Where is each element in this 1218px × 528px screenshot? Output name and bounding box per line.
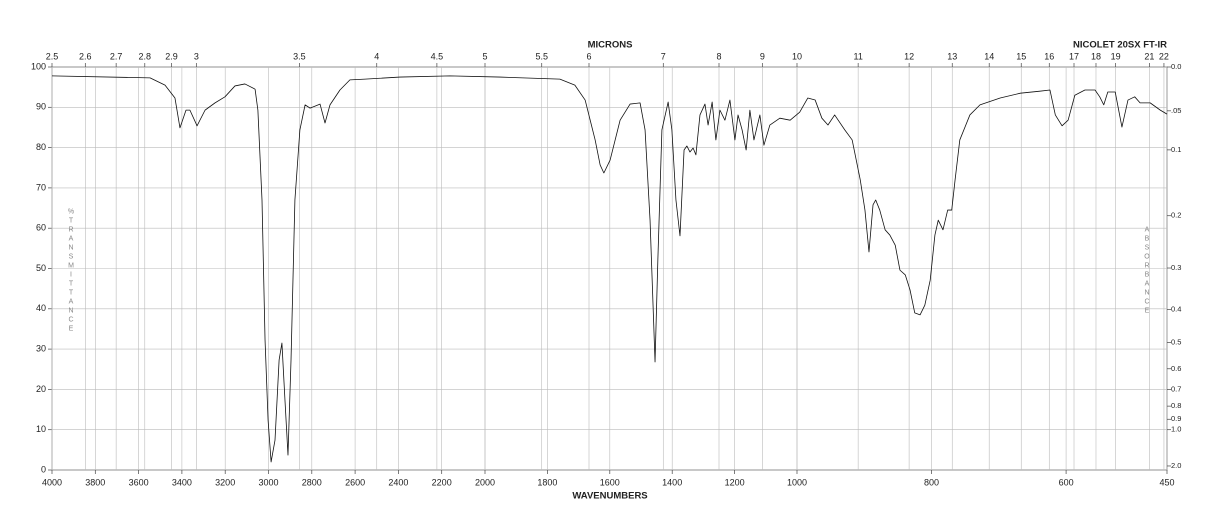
x-tick-label: 2600 — [345, 477, 365, 487]
y-tick-label: 70 — [36, 182, 46, 192]
x2-tick-label: 5 — [482, 51, 487, 61]
y2-tick-label: 0.9 — [1171, 414, 1181, 423]
x2-tick-label: 19 — [1111, 51, 1121, 61]
x2-tick-label: 10 — [792, 51, 802, 61]
x-tick-label: 800 — [924, 477, 939, 487]
x2-tick-label: 2.9 — [165, 51, 178, 61]
y-tick-label: 90 — [36, 102, 46, 112]
x2-tick-label: 3 — [194, 51, 199, 61]
x-tick-label: 3200 — [215, 477, 235, 487]
x2-tick-label: 4 — [374, 51, 379, 61]
y-tick-label: 60 — [36, 223, 46, 233]
x2-tick-label: 18 — [1091, 51, 1101, 61]
x2-tick-label: 2.8 — [139, 51, 152, 61]
y2-tick-label: 2.0 — [1171, 461, 1181, 470]
x-tick-label: 2400 — [388, 477, 408, 487]
x2-tick-label: 16 — [1044, 51, 1054, 61]
x2-tick-label: 3.5 — [293, 51, 306, 61]
x-tick-label: 1600 — [600, 477, 620, 487]
x-tick-label: 2200 — [432, 477, 452, 487]
x-tick-label: 3600 — [129, 477, 149, 487]
y-tick-label: 50 — [36, 263, 46, 273]
x-tick-label: 1000 — [787, 477, 807, 487]
x2-axis-title: MICRONS — [588, 40, 633, 51]
x-tick-label: 1200 — [725, 477, 745, 487]
x-tick-label: 1400 — [662, 477, 682, 487]
y2-tick-label: 0.1 — [1171, 145, 1181, 154]
x2-tick-label: 2.6 — [79, 51, 92, 61]
x2-tick-label: 2.7 — [110, 51, 123, 61]
y-tick-label: 80 — [36, 142, 46, 152]
y2-tick-label: .05 — [1171, 106, 1181, 115]
x2-tick-label: 6 — [586, 51, 591, 61]
x-axis-title: WAVENUMBERS — [572, 491, 647, 502]
y2-tick-label: 0.0 — [1171, 62, 1181, 71]
y2-tick-label: 0.3 — [1171, 263, 1181, 272]
x-tick-label: 1800 — [537, 477, 557, 487]
x-tick-label: 3000 — [258, 477, 278, 487]
y2-tick-label: 0.8 — [1171, 401, 1181, 410]
spectrum-line — [51, 75, 1168, 463]
y-tick-label: 20 — [36, 384, 46, 394]
y2-tick-label: 0.6 — [1171, 364, 1181, 373]
y-tick-label: 100 — [31, 61, 46, 71]
y-tick-label: 0 — [41, 464, 46, 474]
x2-tick-label: 17 — [1069, 51, 1079, 61]
y-tick-label: 30 — [36, 343, 46, 353]
x-tick-label: 3800 — [85, 477, 105, 487]
x-tick-label: 3400 — [172, 477, 192, 487]
x2-tick-label: 12 — [904, 51, 914, 61]
y-axis-title: % T R A N S M I T T A N C E — [68, 208, 74, 332]
x2-tick-label: 13 — [947, 51, 957, 61]
x2-tick-label: 9 — [760, 51, 765, 61]
y2-tick-label: 0.2 — [1171, 211, 1181, 220]
x2-tick-label: 22 — [1159, 51, 1169, 61]
x-tick-label: 2800 — [302, 477, 322, 487]
x-tick-label: 2000 — [475, 477, 495, 487]
y-tick-label: 10 — [36, 424, 46, 434]
x2-tick-label: 14 — [984, 51, 994, 61]
x2-tick-label: 15 — [1016, 51, 1026, 61]
x2-tick-label: 11 — [853, 51, 862, 61]
x2-tick-label: 5.5 — [535, 51, 548, 61]
y2-tick-label: 0.5 — [1171, 338, 1181, 347]
x2-tick-label: 7 — [661, 51, 666, 61]
x2-tick-label: 2.5 — [46, 51, 59, 61]
y-tick-label: 40 — [36, 303, 46, 313]
y2-tick-label: 0.7 — [1171, 385, 1181, 394]
chart-title: NICOLET 20SX FT-IR — [1073, 40, 1167, 51]
x2-tick-label: 21 — [1144, 51, 1154, 61]
x-tick-label: 600 — [1059, 477, 1074, 487]
x-tick-label: 450 — [1159, 477, 1174, 487]
y2-tick-label: 0.4 — [1171, 305, 1181, 314]
x2-tick-label: 8 — [716, 51, 721, 61]
y2-tick-label: 1.0 — [1171, 425, 1181, 434]
x2-tick-label: 4.5 — [431, 51, 444, 61]
x-tick-label: 4000 — [42, 477, 62, 487]
